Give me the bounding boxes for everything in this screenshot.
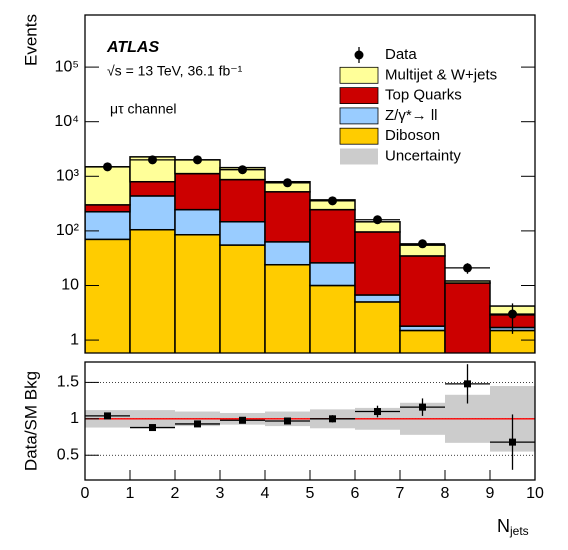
x-tick-label: 3 (216, 485, 225, 502)
histogram-segment (309, 262, 356, 287)
ratio-point (284, 417, 291, 425)
legend-label: Multijet & W+jets (385, 66, 497, 83)
histogram-segment (85, 211, 131, 241)
histogram-segment (85, 238, 131, 353)
ratio-point (509, 438, 516, 446)
histogram-segment (354, 301, 401, 353)
histogram-segment (444, 280, 491, 284)
data-point (148, 155, 157, 165)
histogram-segment (174, 172, 221, 211)
ratio-point (464, 380, 471, 388)
ratio-point (194, 420, 201, 428)
y-axis-label: Events (21, 14, 40, 66)
histogram-segment (219, 221, 266, 246)
data-point (238, 165, 247, 175)
histogram-segment (399, 329, 446, 353)
histogram-segment (174, 233, 221, 353)
ratio-point (374, 408, 381, 416)
data-point (418, 239, 427, 249)
histogram-segment (264, 241, 311, 266)
x-tick-label: 0 (81, 485, 90, 502)
histogram-segment (445, 357, 490, 362)
y-tick-label: 10³ (56, 168, 80, 185)
x-tick-label: 10 (526, 485, 544, 502)
histogram-segment (129, 228, 176, 353)
histogram-segment (129, 195, 176, 231)
ratio-point (239, 416, 246, 424)
data-point (283, 178, 292, 188)
ratio-y-label: Data/SM Bkg (21, 371, 40, 471)
legend-label: Diboson (385, 127, 440, 144)
histogram-segment (444, 282, 491, 353)
legend-swatch (339, 66, 379, 84)
data-point (193, 155, 202, 165)
y-tick-label: 10⁵ (55, 58, 79, 75)
data-point (463, 263, 472, 273)
histogram-segment (174, 208, 221, 236)
ratio-point (104, 412, 111, 420)
x-tick-label: 5 (306, 485, 315, 502)
histogram-segment (129, 180, 176, 197)
histogram-segment (85, 204, 131, 213)
data-point (373, 215, 382, 225)
histogram-segment (85, 166, 131, 206)
ratio-point (419, 403, 426, 411)
histogram-segment (309, 208, 356, 264)
x-tick-label: 9 (486, 485, 495, 502)
y-tick-label: 1 (70, 410, 79, 427)
channel-label: μτ channel (110, 101, 177, 117)
x-tick-label: 2 (171, 485, 180, 502)
histogram-segment (354, 294, 401, 303)
x-tick-label: 1 (126, 485, 135, 502)
y-tick-label: 1 (70, 331, 79, 348)
y-tick-label: 10 (61, 277, 79, 294)
legend-swatch (340, 148, 378, 165)
histogram-segment (309, 284, 356, 353)
ratio-point (329, 415, 336, 423)
data-point (328, 196, 337, 206)
data-point (508, 309, 517, 319)
ratio-point (149, 424, 156, 432)
legend-label: Top Quarks (385, 87, 462, 104)
y-tick-label: 0.5 (57, 446, 79, 463)
x-tick-label: 8 (441, 485, 450, 502)
histogram-segment (264, 191, 311, 243)
x-tick-label: 4 (261, 485, 270, 502)
data-point (103, 162, 112, 172)
y-tick-label: 10² (56, 222, 80, 239)
histogram-segment (264, 263, 311, 353)
y-tick-label: 1.5 (57, 374, 79, 391)
legend-swatch (339, 127, 379, 145)
legend-swatch (339, 107, 379, 125)
x-axis-label: Njets (497, 516, 529, 538)
histogram-segment (219, 244, 266, 353)
y-tick-label: 10⁴ (54, 113, 79, 130)
legend-swatch (339, 87, 379, 104)
ratio-plot (85, 364, 535, 470)
x-tick-label: 7 (396, 485, 405, 502)
histogram-segment (354, 231, 401, 296)
legend-label: Z/γ*→ ll (385, 107, 438, 124)
legend-label: Data (385, 46, 417, 63)
legend-label: Uncertainty (385, 147, 461, 164)
x-tick-label: 6 (351, 485, 360, 502)
histogram-segment (219, 178, 266, 223)
energy-label: √s = 13 TeV, 36.1 fb⁻¹ (107, 63, 243, 79)
histogram-segment (399, 255, 446, 327)
atlas-label: ATLAS (106, 39, 159, 56)
